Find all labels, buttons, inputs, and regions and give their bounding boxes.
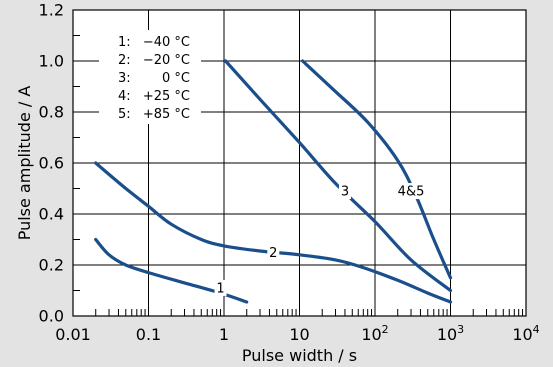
series-line-2 [94,161,453,304]
x-tick-label: 103 [437,323,464,344]
curve-label: 3 [341,185,349,200]
y-tick-labels: 0.0 0.2 0.4 0.6 0.8 1.0 1.2 [39,1,64,326]
y-tick-label: 0.0 [39,307,64,326]
series-line-4-5 [301,59,453,280]
legend-value: +85 °C [143,107,190,122]
legend-key: 1: [118,35,131,50]
legend-box [99,30,201,124]
y-tick-label: 1.0 [39,52,64,71]
y-tick-label: 1.2 [39,1,64,20]
y-axis-title: Pulse amplitude / A [15,86,34,241]
plot-frame [72,9,527,317]
x-tick-label: 104 [512,323,539,344]
legend-value: −20 °C [143,53,190,68]
series [94,59,453,304]
y-tick-label: 0.2 [39,256,64,275]
legend-key: 2: [118,53,131,68]
legend-value: +25 °C [143,89,190,104]
x-tick-label: 10 [289,325,309,344]
legend-value: −40 °C [143,35,190,50]
legend-key: 3: [118,71,131,86]
x-tick-label: 0.1 [136,325,161,344]
x-axis-title: Pulse width / s [242,346,357,365]
x-tick-label: 102 [361,323,388,344]
legend-key: 4: [118,89,131,104]
series-line-3 [224,59,453,293]
y-tick-label: 0.8 [39,103,64,122]
minor-ticks [73,35,524,316]
curve-label-bg [338,183,351,200]
curve-label-bg [397,183,426,200]
legend-value: 0 °C [162,71,190,86]
x-tick-label: 0.01 [55,325,91,344]
y-tick-label: 0.4 [39,205,64,224]
y-tick-label: 0.6 [39,154,64,173]
curve-label: 2 [269,246,277,261]
curve-label: 4&5 [398,185,425,200]
legend-key: 5: [118,107,131,122]
curve-label-bg [267,244,280,261]
curve-labels: 1 2 3 4&5 [214,183,426,296]
x-tick-labels: 0.01 0.1 1 10 102 103 104 [55,323,539,344]
x-tick-label: 1 [219,325,229,344]
curve-label-bg [214,279,227,296]
curve-label: 1 [216,281,224,296]
legend: 1: −40 °C 2: −20 °C 3: 0 °C 4: +25 °C 5: +85 °C [99,30,201,124]
